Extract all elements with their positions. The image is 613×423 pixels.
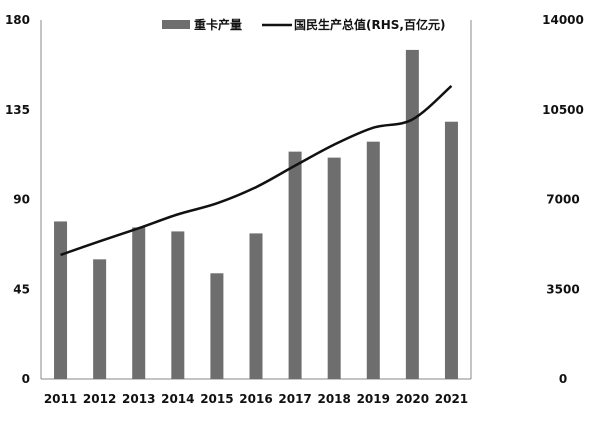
bar-2016	[250, 233, 263, 379]
legend: 重卡产量 国民生产总值(RHS,百亿元)	[162, 17, 445, 32]
bar-2017	[289, 152, 302, 379]
x-tick-label: 2013	[122, 392, 155, 406]
left-tick-label: 90	[13, 193, 30, 207]
x-tick-label: 2015	[200, 392, 233, 406]
right-tick-label: 0	[559, 372, 567, 386]
left-tick-label: 135	[5, 103, 30, 117]
bar-2015	[210, 273, 223, 379]
bar-2011	[54, 221, 67, 379]
x-tick-label: 2011	[44, 392, 77, 406]
bar-2021	[445, 122, 458, 379]
x-tick-label: 2017	[278, 392, 311, 406]
x-tick-label: 2018	[317, 392, 350, 406]
gdp-line	[61, 86, 452, 255]
right-tick-label: 7000	[546, 193, 579, 207]
bar-2012	[93, 259, 106, 379]
legend-label-line: 国民生产总值(RHS,百亿元)	[294, 17, 445, 32]
x-tick-label: 2014	[161, 392, 194, 406]
bar-2018	[328, 158, 341, 379]
left-tick-label: 45	[13, 282, 30, 296]
right-tick-label: 10500	[542, 103, 584, 117]
left-tick-label: 0	[22, 372, 30, 386]
bar-2020	[406, 50, 419, 379]
x-tick-label: 2020	[396, 392, 429, 406]
right-tick-label: 3500	[546, 282, 579, 296]
x-tick-label: 2019	[357, 392, 390, 406]
x-tick-label: 2021	[435, 392, 468, 406]
x-tick-label: 2012	[83, 392, 116, 406]
left-tick-label: 180	[5, 13, 30, 27]
legend-bar-swatch	[162, 20, 190, 29]
bar-2019	[367, 142, 380, 379]
bar-2014	[171, 231, 184, 379]
legend-label-bar: 重卡产量	[194, 17, 242, 32]
bar-2013	[132, 227, 145, 379]
right-tick-label: 14000	[542, 13, 584, 27]
x-tick-label: 2016	[239, 392, 272, 406]
